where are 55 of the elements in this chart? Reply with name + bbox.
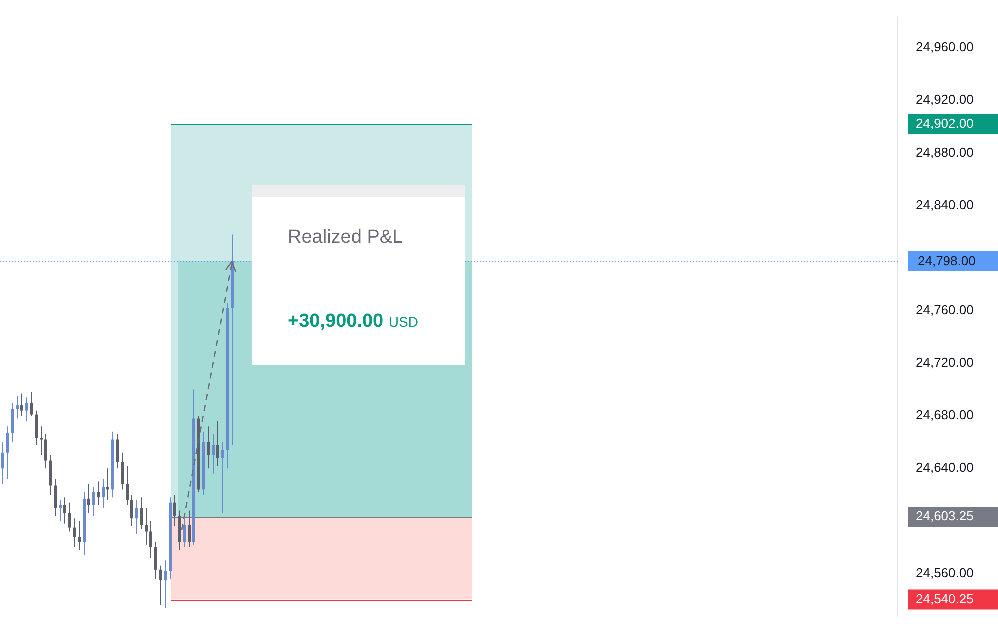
y-tick-label: 24,680.00	[916, 408, 974, 423]
candlestick	[121, 452, 124, 490]
candlestick	[173, 494, 176, 527]
candlestick	[97, 481, 100, 506]
candlestick	[20, 393, 23, 417]
candlestick	[54, 478, 57, 516]
candlestick	[87, 484, 90, 514]
candlestick	[68, 502, 71, 532]
y-tick-label: 24,603.25	[916, 508, 974, 524]
candlestick	[102, 478, 105, 509]
candlestick	[221, 442, 224, 514]
candlestick	[207, 426, 210, 470]
candlestick	[35, 410, 38, 446]
candlestick	[135, 500, 138, 535]
y-tick-label: 24,920.00	[916, 92, 974, 108]
candlestick	[30, 392, 33, 417]
candlestick	[130, 494, 133, 527]
candlestick	[16, 396, 19, 420]
y-tick-label: 24,960.00	[916, 40, 974, 55]
y-tick-label: 24,902.00	[916, 116, 974, 131]
y-tick-label: 24,540.25	[916, 591, 974, 606]
candlestick	[78, 520, 81, 551]
candlestick	[1, 442, 4, 485]
candlestick	[73, 518, 76, 548]
candlestick	[159, 565, 162, 606]
candlestick	[116, 434, 119, 470]
y-tick-label: 24,640.00	[916, 460, 974, 476]
candlestick	[59, 500, 62, 522]
candlestick	[149, 520, 152, 559]
candlestick	[44, 434, 47, 470]
y-tick-label: 24,760.00	[916, 302, 974, 318]
candlestick	[212, 434, 215, 474]
candlestick	[6, 426, 9, 480]
candlestick	[92, 486, 95, 516]
candlestick	[63, 497, 66, 524]
candlestick	[154, 542, 157, 580]
candlestick	[140, 497, 143, 530]
y-tick-label: 24,840.00	[916, 197, 974, 212]
annotation: +30,900.00	[288, 311, 384, 332]
ref-line-label: 24,798.00	[918, 254, 976, 269]
candlestick	[25, 397, 28, 422]
candlestick	[183, 518, 186, 548]
candlestick	[164, 560, 167, 608]
candlestick	[126, 466, 129, 506]
info-card: Realized P&L +30,900.00 USD	[252, 185, 465, 365]
candlestick	[145, 508, 148, 546]
annotation: Realized P&L	[288, 227, 404, 249]
y-tick-label: 24,720.00	[916, 355, 974, 370]
candlestick	[106, 468, 109, 501]
candlestick	[11, 402, 14, 443]
y-tick-label: 24,560.00	[916, 565, 974, 580]
y-tick-label: 24,880.00	[916, 144, 974, 160]
candlestick	[188, 510, 191, 548]
candlestick	[216, 420, 219, 467]
annotation: USD	[388, 314, 418, 330]
